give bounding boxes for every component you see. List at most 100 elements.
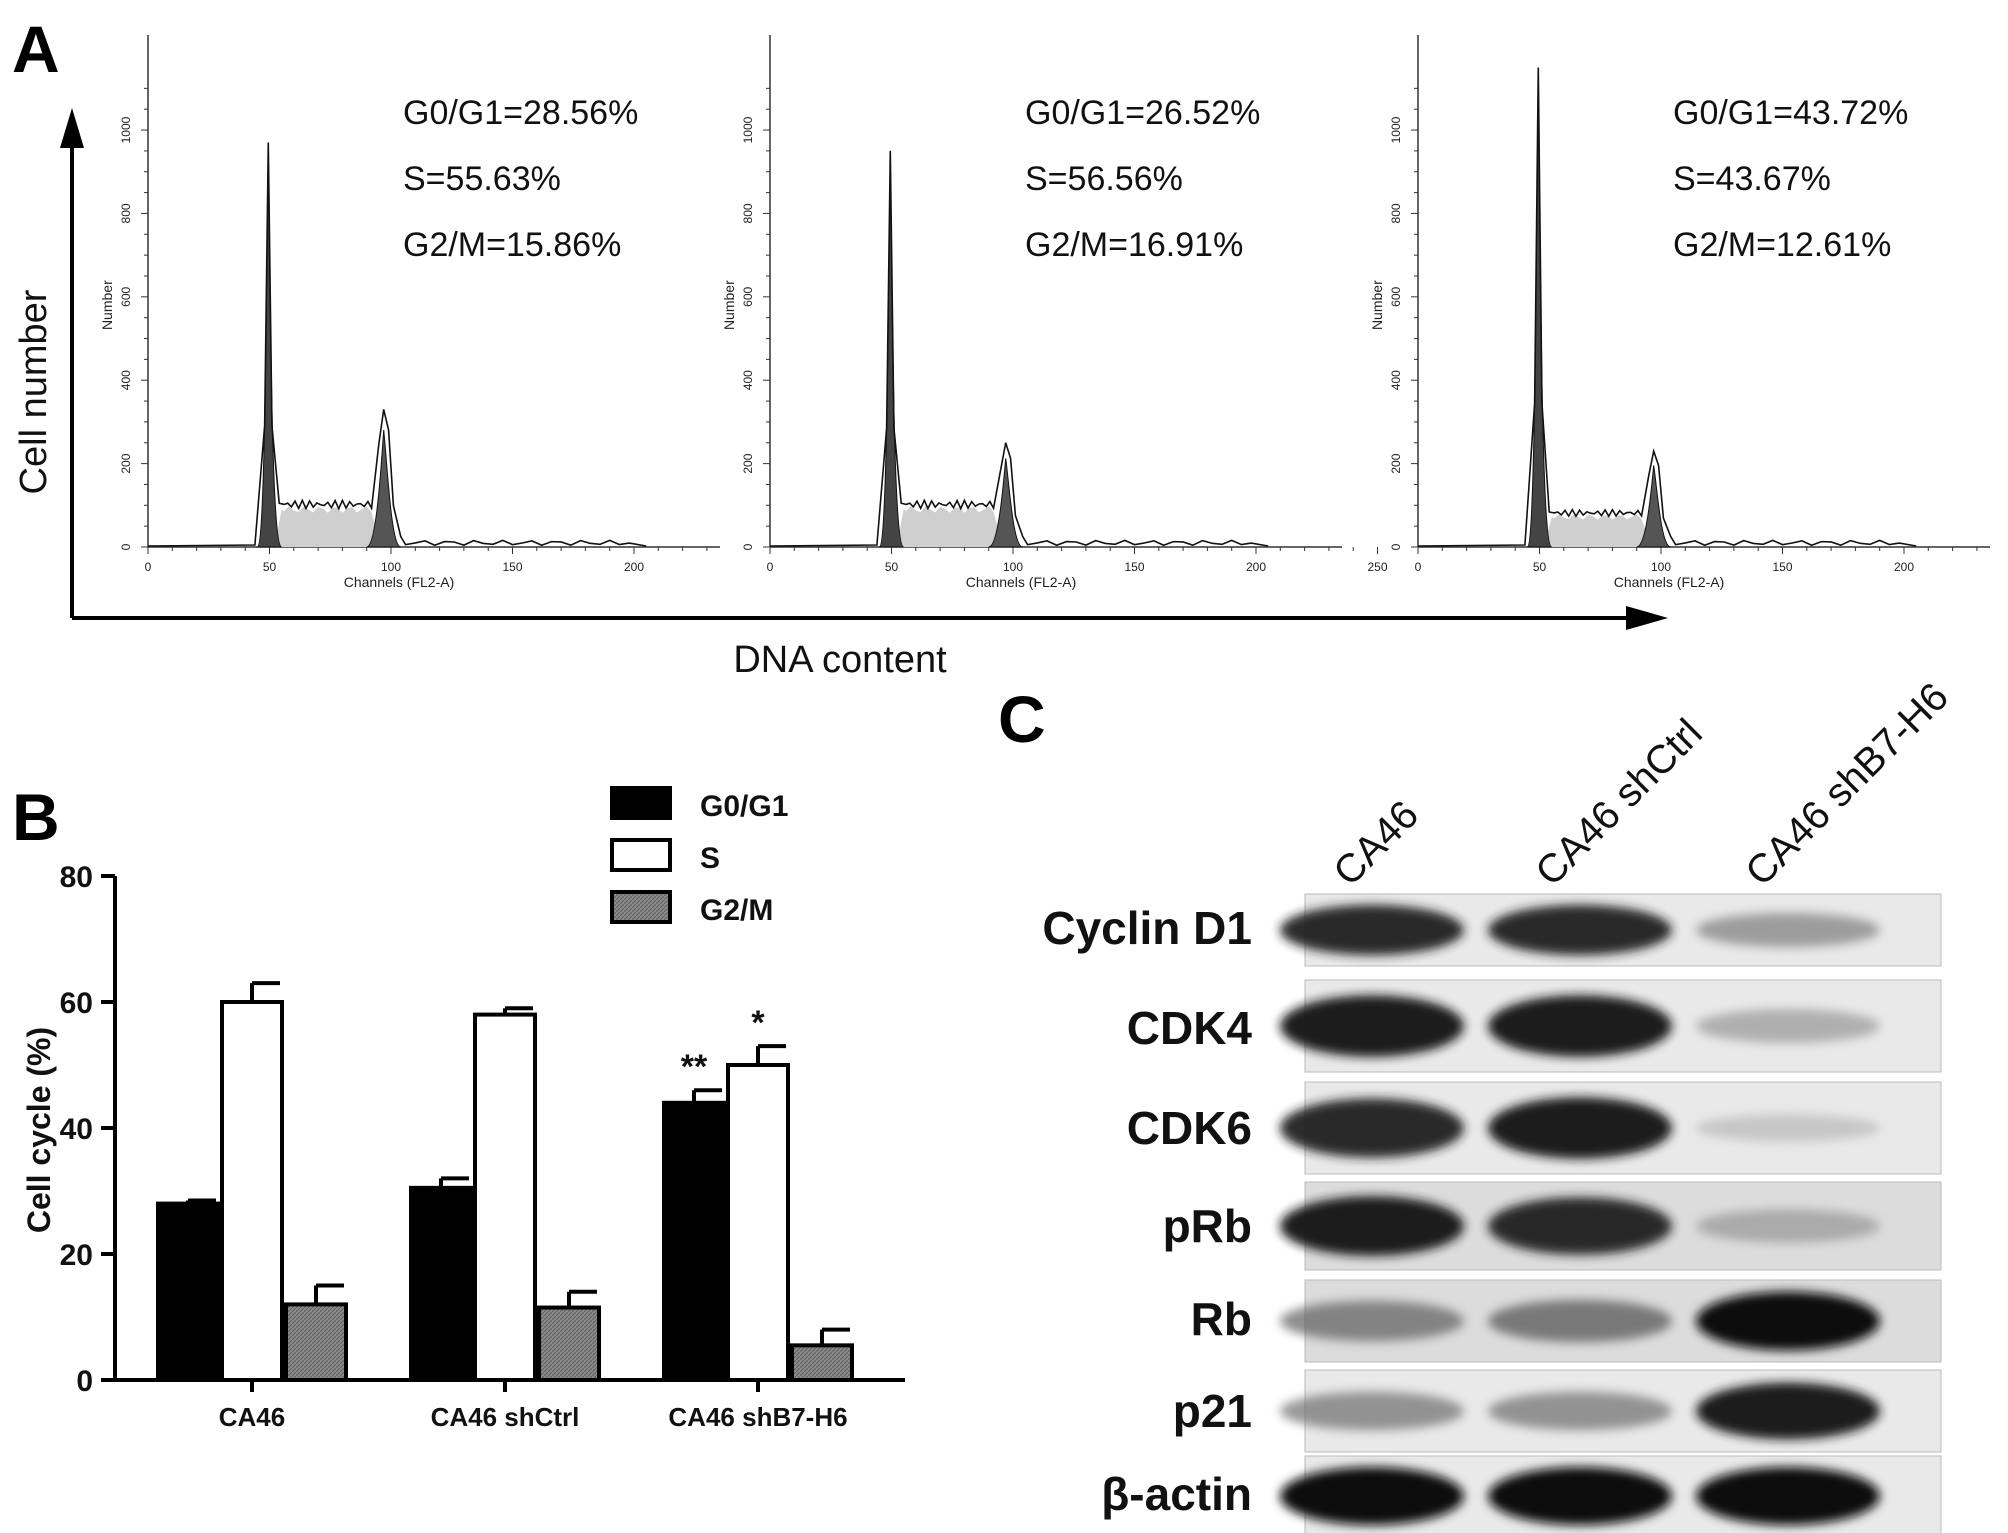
blot-band [1280, 1391, 1464, 1431]
blot-band [1488, 995, 1672, 1057]
hist-x-tick-label: 50 [885, 560, 899, 574]
histogram-2: 0 50 100 150 200 250 0 200 400 600 800 1000 Channels… [721, 35, 1388, 590]
s-percentage: S=55.63% [403, 160, 561, 198]
hist-xlabel: Channels (FL2-A) [966, 574, 1077, 590]
blot-band [1696, 1209, 1880, 1243]
blot-band [1280, 904, 1464, 956]
bar-g2m-2 [537, 1305, 601, 1383]
hist-s-phase-fill [274, 506, 382, 547]
g2m-percentage: G2/M=16.91% [1025, 226, 1243, 264]
hist-y-tick-label: 400 [741, 370, 755, 390]
hist-y-tick-label: 0 [119, 543, 133, 550]
hist-y-tick-label: 1000 [1389, 116, 1403, 143]
bar-g0g1-3 [662, 1100, 726, 1383]
histogram-1: 0 50 100 150 200 0 200 400 600 800 1000 Channels (F… [99, 35, 720, 590]
bar-g0g1-2 [409, 1185, 473, 1382]
g0g1-percentage: G0/G1=28.56% [403, 94, 638, 132]
protein-label: Cyclin D1 [1042, 902, 1252, 954]
protein-label: pRb [1163, 1200, 1252, 1252]
hist-g2-peak [1636, 465, 1671, 548]
bar-chart-y-tick-label: 0 [76, 1365, 93, 1398]
western-blot: CA46 CA46 shCtrl CA46 shB7-H6 Cyclin D1 CDK4… [1042, 675, 1957, 1533]
blot-band [1696, 1382, 1880, 1440]
bar-s-1 [220, 1000, 284, 1382]
lane-label: CA46 shB7-H6 [1737, 675, 1957, 895]
legend-label: G0/G1 [700, 790, 788, 823]
hist-ylabel: Number [721, 280, 737, 330]
blot-band [1696, 912, 1880, 948]
bar-chart-ylabel: Cell cycle (%) [21, 1027, 57, 1233]
hist-y-tick-label: 0 [1389, 543, 1403, 550]
hist-y-tick-label: 0 [741, 543, 755, 550]
hist-x-tick-label: 150 [1124, 560, 1144, 574]
hist-x-tick-label: 100 [1003, 560, 1023, 574]
hist-y-tick-label: 200 [1389, 453, 1403, 473]
blot-band [1696, 1467, 1880, 1525]
bar-chart-category-label: CA46 shB7-H6 [668, 1402, 847, 1432]
s-percentage: S=43.67% [1673, 160, 1831, 198]
legend-swatch-g2m [610, 890, 672, 924]
blot-band [1488, 1197, 1672, 1255]
protein-label: CDK4 [1127, 1002, 1253, 1054]
lane-label: CA46 [1325, 792, 1427, 894]
bar-s-2 [473, 1012, 537, 1382]
hist-ylabel: Number [1369, 280, 1385, 330]
bar-chart-category-label: CA46 shCtrl [431, 1402, 580, 1432]
hist-trace [769, 150, 1269, 547]
x-arrow-head [1626, 606, 1668, 630]
hist-y-tick-label: 400 [1389, 370, 1403, 390]
g0g1-percentage: G0/G1=26.52% [1025, 94, 1260, 132]
lane-label: CA46 shCtrl [1527, 711, 1711, 895]
panel-c: C CA46 CA46 shCtrl CA46 shB7-H6 Cyclin D1 CD… [998, 675, 1957, 1533]
bar-chart-category-label: CA46 [219, 1402, 285, 1432]
protein-label: p21 [1173, 1385, 1252, 1437]
blot-band [1280, 995, 1464, 1057]
hist-y-tick-label: 1000 [119, 116, 133, 143]
hist-x-tick-label: 0 [767, 560, 774, 574]
legend-swatch-g0g1 [610, 786, 672, 820]
hist-y-tick-label: 800 [1389, 203, 1403, 223]
y-arrow-head [60, 108, 84, 148]
bar-chart-y-tick-label: 60 [60, 987, 93, 1020]
hist-x-tick-label: 100 [1651, 560, 1671, 574]
hist-x-tick-label: 200 [1246, 560, 1266, 574]
protein-label: Rb [1191, 1293, 1252, 1345]
s-percentage: S=56.56% [1025, 160, 1183, 198]
hist-trace [1417, 67, 1917, 547]
legend-label: S [700, 842, 720, 875]
panel-letter-a: A [12, 12, 60, 86]
blot-band [1488, 1391, 1672, 1431]
legend-label: G2/M [700, 894, 773, 927]
hist-x-tick-label: 50 [263, 560, 277, 574]
panel-letter-b: B [12, 780, 60, 854]
blot-band [1280, 1300, 1464, 1342]
hist-x-tick-label: 100 [381, 560, 401, 574]
blot-band [1488, 1299, 1672, 1343]
hist-x-tick-label: 0 [1415, 560, 1422, 574]
hist-g2-peak [988, 458, 1023, 548]
blot-band [1280, 1467, 1464, 1525]
hist-y-tick-label: 200 [741, 453, 755, 473]
g2m-percentage: G2/M=15.86% [403, 226, 621, 264]
g2m-percentage: G2/M=12.61% [1673, 226, 1891, 264]
hist-y-tick-label: 600 [1389, 286, 1403, 306]
bar-g2m-3 [790, 1343, 854, 1382]
panel-letter-c: C [998, 682, 1046, 756]
bar-chart-legend: G0/G1 S G2/M [610, 786, 788, 927]
blot-band [1488, 904, 1672, 956]
hist-y-tick-label: 400 [119, 370, 133, 390]
bar-chart-y-tick-label: 40 [60, 1113, 93, 1146]
panel-a: A Cell number DNA content 0 50 100 150 200 0 2… [12, 12, 1990, 681]
hist-ylabel: Number [99, 280, 115, 330]
hist-x-tick-label: 50 [1533, 560, 1547, 574]
hist-xlabel: Channels (FL2-A) [344, 574, 455, 590]
blot-band [1696, 1114, 1880, 1142]
blot-band [1280, 1098, 1464, 1158]
hist-xlabel: Channels (FL2-A) [1614, 574, 1725, 590]
legend-swatch-s [610, 838, 672, 872]
g0g1-percentage: G0/G1=43.72% [1673, 94, 1908, 132]
blot-band [1488, 1467, 1672, 1525]
blot-band [1696, 1008, 1880, 1044]
hist-y-tick-label: 600 [119, 286, 133, 306]
bar-s-3 [726, 1063, 790, 1382]
